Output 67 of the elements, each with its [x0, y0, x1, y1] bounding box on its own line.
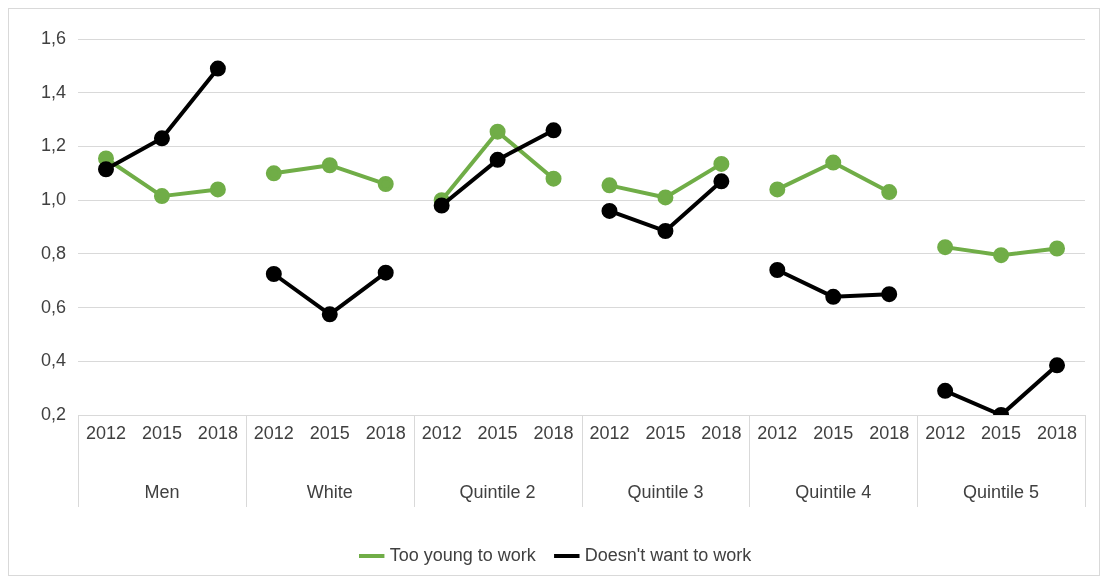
point [377, 176, 394, 193]
point [545, 170, 562, 187]
x-tick-label: 2012 [421, 422, 462, 443]
point [713, 155, 730, 172]
x-tick-label: 2018 [869, 422, 910, 443]
text: Quintile 2 [459, 481, 536, 502]
y-tick-label: 1,4 [40, 81, 67, 102]
point [825, 154, 842, 171]
y-tick-label: 1,6 [40, 27, 67, 48]
point [713, 173, 730, 190]
point [265, 266, 282, 282]
y-tick-label: 0,8 [40, 242, 67, 263]
x-tick-label: 2015 [813, 422, 854, 443]
text: Men [144, 481, 180, 502]
point [209, 60, 226, 77]
point [937, 382, 954, 399]
x-tick-label: 2015 [309, 422, 350, 443]
point [825, 288, 842, 305]
point [769, 181, 786, 198]
point [657, 223, 674, 240]
x-tick-label: 2018 [197, 422, 238, 443]
x-tick-label: 2012 [253, 422, 294, 443]
point [321, 157, 338, 174]
point [601, 202, 618, 219]
point [489, 151, 506, 168]
text: Quintile 3 [627, 481, 704, 502]
point [209, 181, 226, 198]
x-tick-label: 2012 [925, 422, 966, 443]
text: White [306, 481, 353, 502]
text: Quintile 4 [795, 481, 872, 502]
legend-label: Doesn't want to work [584, 544, 753, 565]
point [1049, 240, 1066, 257]
x-tick-label: 2012 [757, 422, 798, 443]
text: Quintile 5 [963, 481, 1040, 502]
point [97, 161, 114, 178]
y-tick-label: 0,6 [40, 296, 67, 317]
x-tick-label: 2018 [533, 422, 574, 443]
x-tick-label: 2015 [981, 422, 1022, 443]
point [377, 264, 394, 281]
point [657, 189, 674, 206]
x-tick-label: 2012 [589, 422, 630, 443]
point [1049, 357, 1066, 374]
y-tick-label: 0,2 [40, 403, 67, 424]
x-tick-label: 2018 [365, 422, 406, 443]
point [881, 286, 898, 303]
point [265, 165, 282, 182]
point [993, 247, 1010, 264]
x-tick-label: 2015 [141, 422, 182, 443]
point [545, 122, 562, 139]
y-tick-label: 0,4 [40, 350, 67, 371]
x-tick-label: 2018 [1037, 422, 1078, 443]
x-tick-label: 2015 [477, 422, 518, 443]
y-tick-label: 1,0 [40, 189, 67, 210]
x-tick-label: 2015 [645, 422, 686, 443]
point [881, 184, 898, 201]
legend-label: Too young to work [389, 544, 537, 565]
point [769, 261, 786, 278]
point [153, 188, 170, 205]
point [601, 177, 618, 194]
x-tick-label: 2012 [85, 422, 127, 443]
y-tick-label: 1,2 [40, 135, 67, 156]
x-tick-label: 2018 [701, 422, 742, 443]
point [153, 130, 170, 147]
point [937, 239, 954, 256]
point [321, 306, 338, 323]
point [489, 123, 506, 140]
point [433, 197, 450, 214]
